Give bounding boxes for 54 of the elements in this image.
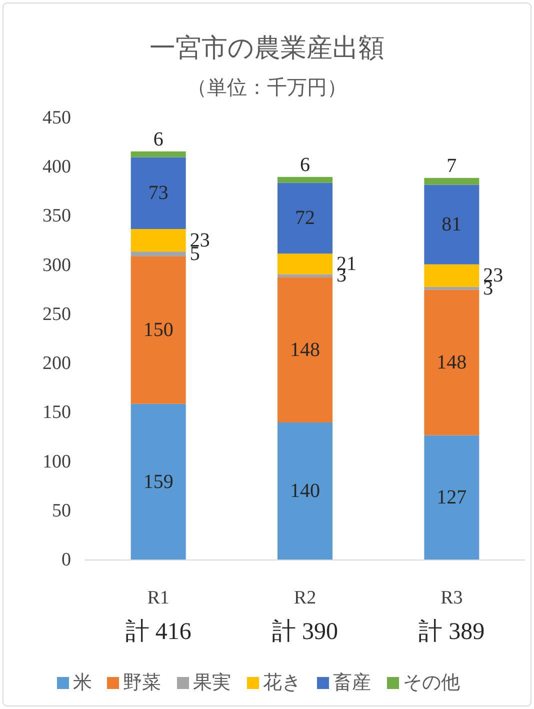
data-label: 6 — [153, 128, 164, 150]
data-label: 148 — [436, 352, 467, 374]
bar — [424, 435, 480, 560]
legend-label: 花き — [263, 672, 301, 694]
data-label: 127 — [436, 486, 467, 509]
bar — [278, 176, 332, 183]
y-tick-label: 100 — [42, 451, 71, 472]
y-tick-label: 300 — [42, 254, 71, 276]
bar — [278, 182, 332, 254]
data-label: 150 — [143, 319, 174, 342]
data-label: 148 — [290, 338, 320, 361]
bar — [278, 274, 332, 278]
bar — [278, 422, 332, 560]
bar — [424, 286, 480, 290]
bar — [130, 151, 186, 158]
total-label: 計 390 — [272, 618, 338, 645]
data-label: 6 — [300, 154, 310, 176]
data-label: 73 — [148, 182, 168, 204]
legend-label: 米 — [73, 672, 92, 694]
x-tick-label: R2 — [294, 588, 316, 608]
total-label: 計 389 — [418, 618, 485, 645]
y-tick-label: 0 — [62, 550, 71, 570]
legend-label: その他 — [403, 672, 460, 694]
bar — [278, 254, 332, 274]
bar — [424, 178, 480, 185]
data-label: 140 — [290, 480, 320, 502]
legend-label: 果実 — [193, 672, 231, 694]
bar — [130, 404, 186, 560]
bar — [424, 184, 480, 264]
bar — [424, 290, 480, 436]
y-tick-label: 350 — [42, 206, 71, 227]
bar — [130, 256, 186, 404]
data-label: 159 — [143, 470, 174, 493]
y-tick-label: 150 — [42, 402, 71, 424]
bar — [130, 228, 186, 252]
x-tick-label: R1 — [147, 588, 170, 608]
y-tick-label: 450 — [42, 108, 71, 128]
legend-label: 畜産 — [333, 672, 371, 694]
y-tick-label: 200 — [42, 353, 71, 374]
chart-subtitle: （単位：千万円） — [187, 77, 347, 99]
bar — [278, 277, 332, 422]
chart-title: 一宮市の農業産出額 — [150, 34, 384, 62]
y-tick-label: 400 — [42, 156, 71, 178]
data-label: 7 — [446, 154, 457, 177]
bar — [130, 252, 186, 256]
data-label: 72 — [295, 207, 315, 230]
legend-label: 野菜 — [123, 672, 161, 694]
total-label: 計 416 — [125, 618, 192, 645]
bar — [424, 264, 480, 287]
bar — [130, 157, 186, 229]
y-tick-label: 50 — [52, 500, 71, 522]
data-label: 81 — [442, 214, 462, 236]
x-tick-label: R3 — [440, 588, 463, 608]
y-tick-label: 250 — [42, 304, 71, 325]
